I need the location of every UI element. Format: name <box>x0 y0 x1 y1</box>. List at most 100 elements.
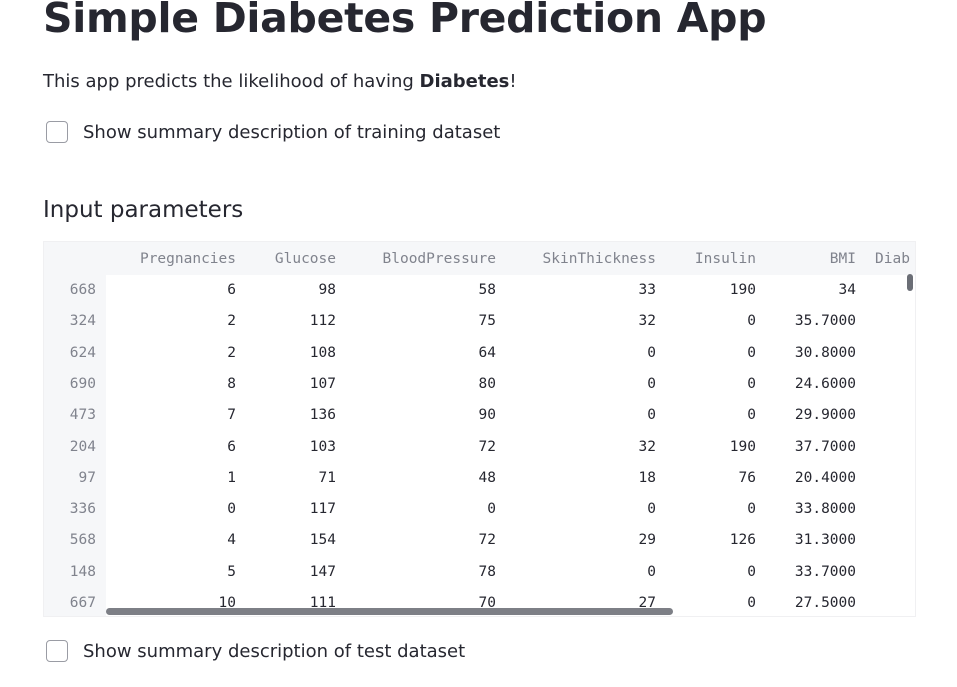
table-cell: 20.4000 <box>794 470 856 486</box>
row-index: 336 <box>69 501 96 517</box>
table-cell: 0 <box>747 501 756 517</box>
intro-prefix: This app predicts the likelihood of havi… <box>43 71 420 92</box>
table-cell: 90 <box>478 407 496 423</box>
table-cell: 0 <box>747 407 756 423</box>
train-summary-checkbox-label[interactable]: Show summary description of training dat… <box>83 121 501 143</box>
table-cell: 0 <box>647 501 656 517</box>
table-cell: 4 <box>227 532 236 548</box>
table-cell: 0 <box>747 313 756 329</box>
input-parameters-table[interactable]: Pregnancies Glucose BloodPressure SkinThick… <box>43 241 916 617</box>
table-cell: 33 <box>638 282 656 298</box>
table-cell: 32 <box>638 313 656 329</box>
table-cell: 37.7000 <box>794 439 856 455</box>
table-cell: 0 <box>647 345 656 361</box>
table-cell: 98 <box>318 282 336 298</box>
row-index: 668 <box>69 282 96 298</box>
table-cell: 0 <box>747 376 756 392</box>
table-cell: 0 <box>227 501 236 517</box>
table-cell: 126 <box>729 532 756 548</box>
table-cell: 29 <box>638 532 656 548</box>
table-cell: 1 <box>227 470 236 486</box>
table-cell: 190 <box>729 282 756 298</box>
table-cell: 80 <box>478 376 496 392</box>
table-cell: 34 <box>838 282 856 298</box>
table-cell: 64 <box>478 345 496 361</box>
table-cell: 32 <box>638 439 656 455</box>
table-cell: 2 <box>227 345 236 361</box>
table-cell: 10 <box>218 595 236 611</box>
table-cell: 5 <box>227 564 236 580</box>
column-header: Glucose <box>274 251 336 267</box>
table-cell: 112 <box>309 313 336 329</box>
input-parameters-heading: Input parameters <box>43 197 244 223</box>
table-cell: 0 <box>487 501 496 517</box>
table-cell: 7 <box>227 407 236 423</box>
row-index: 324 <box>69 313 96 329</box>
column-header: SkinThickness <box>542 251 657 267</box>
table-cell: 71 <box>318 470 336 486</box>
table-cell: 108 <box>309 345 336 361</box>
train-summary-checkbox-box[interactable] <box>46 121 68 143</box>
table-cell: 2 <box>227 313 236 329</box>
table-cell: 18 <box>638 470 656 486</box>
table-cell: 0 <box>647 407 656 423</box>
intro-bold: Diabetes <box>419 71 510 92</box>
intro-text: This app predicts the likelihood of havi… <box>43 71 517 92</box>
table-cell: 33.8000 <box>794 501 856 517</box>
row-index: 568 <box>69 532 96 548</box>
test-summary-checkbox[interactable]: Show summary description of test dataset <box>46 640 465 662</box>
table-cell: 136 <box>309 407 336 423</box>
row-index: 148 <box>69 564 96 580</box>
table-cell: 70 <box>478 595 496 611</box>
table-cell: 76 <box>738 470 756 486</box>
page-title: Simple Diabetes Prediction App <box>43 0 767 42</box>
horizontal-scrollbar[interactable] <box>106 608 673 615</box>
table-cell: 8 <box>227 376 236 392</box>
table-cell: 27 <box>638 595 656 611</box>
table-cell: 29.9000 <box>794 407 856 423</box>
table-cell: 0 <box>747 345 756 361</box>
table-cell: 6 <box>227 439 236 455</box>
test-summary-checkbox-box[interactable] <box>46 640 68 662</box>
table-cell: 103 <box>309 439 336 455</box>
table-cell: 48 <box>478 470 496 486</box>
table-cell: 117 <box>309 501 336 517</box>
table-cell: 24.6000 <box>794 376 856 392</box>
table-cell: 75 <box>478 313 496 329</box>
table-cell: 107 <box>309 376 336 392</box>
row-index: 690 <box>69 376 96 392</box>
table-cell: 154 <box>309 532 336 548</box>
train-summary-checkbox[interactable]: Show summary description of training dat… <box>46 121 500 143</box>
table-cell: 78 <box>478 564 496 580</box>
row-index: 624 <box>69 345 96 361</box>
index-column-band <box>44 242 106 616</box>
row-index: 473 <box>69 407 96 423</box>
column-header: Insulin <box>694 251 756 267</box>
table-cell: 6 <box>227 282 236 298</box>
row-index: 667 <box>69 595 96 611</box>
column-header: Diab <box>875 251 910 267</box>
table-cell: 190 <box>729 439 756 455</box>
column-header: BMI <box>829 251 856 267</box>
column-header: Pregnancies <box>139 251 236 267</box>
table-cell: 72 <box>478 532 496 548</box>
table-cell: 31.3000 <box>794 532 856 548</box>
table-cell: 58 <box>478 282 496 298</box>
intro-suffix: ! <box>509 71 517 92</box>
table-cell: 72 <box>478 439 496 455</box>
table-cell: 35.7000 <box>794 313 856 329</box>
vertical-scrollbar[interactable] <box>907 274 913 291</box>
table-cell: 0 <box>747 595 756 611</box>
table-cell: 0 <box>747 564 756 580</box>
row-index: 204 <box>69 439 96 455</box>
header-row-band <box>44 242 915 275</box>
table-cell: 30.8000 <box>794 345 856 361</box>
test-summary-checkbox-label[interactable]: Show summary description of test dataset <box>83 640 466 662</box>
table-cell: 0 <box>647 564 656 580</box>
row-index: 97 <box>78 470 96 486</box>
column-header: BloodPressure <box>382 251 497 267</box>
table-cell: 33.7000 <box>794 564 856 580</box>
table-cell: 111 <box>309 595 336 611</box>
table-cell: 147 <box>309 564 336 580</box>
